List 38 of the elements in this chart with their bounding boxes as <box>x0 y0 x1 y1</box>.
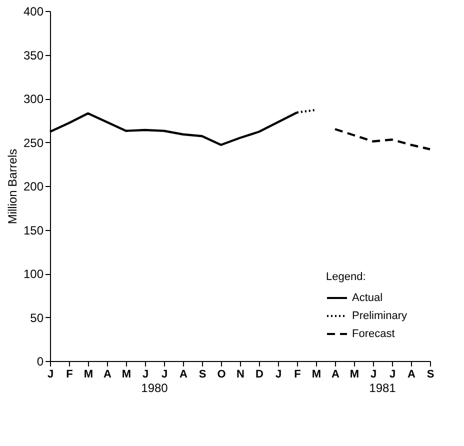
x-tick-label: M <box>122 368 132 380</box>
y-tick-label: 250 <box>23 136 44 150</box>
x-tick-label: J <box>161 368 168 380</box>
x-tick-label: S <box>198 368 206 380</box>
line-series <box>334 128 432 150</box>
legend-label: Preliminary <box>352 310 408 322</box>
y-tick-label: 200 <box>23 180 44 194</box>
x-tick-label: J <box>142 368 149 380</box>
y-tick-label: 0 <box>36 354 44 368</box>
x-tick-label: J <box>47 368 54 380</box>
x-tick-label: A <box>408 368 416 380</box>
x-tick-label: J <box>275 368 282 380</box>
legend-title: Legend: <box>326 271 366 283</box>
y-tick-label: 100 <box>23 267 44 281</box>
x-tick-label: J <box>370 368 377 380</box>
text: 1980 <box>141 381 168 395</box>
x-tick-label: A <box>332 368 340 380</box>
x-tick-label: A <box>180 368 188 380</box>
x-tick-label: F <box>66 368 74 380</box>
x-tick-label: D <box>256 368 264 380</box>
legend-label: Forecast <box>352 328 395 340</box>
y-tick-label: 300 <box>23 92 44 106</box>
y-tick-label: 50 <box>30 310 44 325</box>
x-tick-label: S <box>426 368 434 380</box>
x-tick-label: O <box>217 368 226 380</box>
y-axis-title: Million Barrels <box>5 148 20 224</box>
x-tick-label: F <box>294 368 302 380</box>
x-tick-label: N <box>236 368 245 380</box>
x-tick-label: A <box>104 368 112 380</box>
y-tick-label: 400 <box>23 4 44 18</box>
x-tick-label: J <box>389 368 396 380</box>
x-tick-label: M <box>84 368 94 380</box>
legend-label: Actual <box>352 292 383 304</box>
x-tick-label: M <box>350 368 360 380</box>
y-tick-label: 350 <box>23 48 44 62</box>
y-tick-label: 150 <box>23 223 44 238</box>
x-tick-label: M <box>312 368 322 380</box>
text: 1981 <box>369 381 396 395</box>
